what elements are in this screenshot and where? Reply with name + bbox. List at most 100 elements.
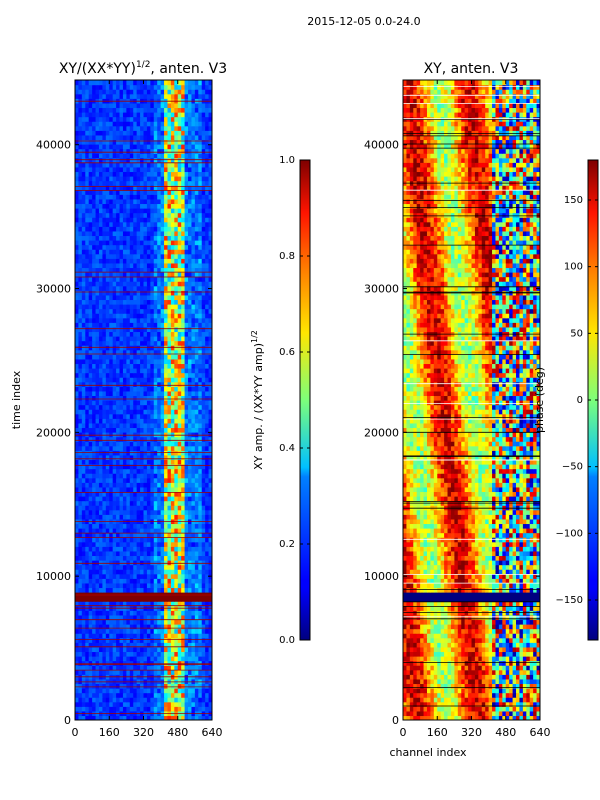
amplitude-cell <box>136 555 141 561</box>
amplitude-cell <box>92 203 97 209</box>
amplitude-cell <box>78 436 83 442</box>
amplitude-cell <box>78 171 83 177</box>
amplitude-cell <box>205 153 210 159</box>
amplitude-cell <box>102 628 107 634</box>
amplitude-cell <box>140 651 145 657</box>
amplitude-cell <box>81 281 86 287</box>
amplitude-cell <box>102 532 107 538</box>
amplitude-cell <box>133 267 138 273</box>
amplitude-cell <box>174 395 179 401</box>
amplitude-cell <box>146 601 151 607</box>
amplitude-cell <box>194 528 199 534</box>
amplitude-cell <box>116 226 121 232</box>
amplitude-cell <box>164 550 169 557</box>
amplitude-cell <box>201 226 206 232</box>
amplitude-cell <box>119 432 124 438</box>
amplitude-cell <box>153 496 158 502</box>
amplitude-cell <box>109 313 114 319</box>
amplitude-cell <box>164 464 169 470</box>
amplitude-cell <box>119 637 124 643</box>
amplitude-cell <box>143 267 148 273</box>
amplitude-cell <box>160 166 165 173</box>
amplitude-cell <box>119 418 124 424</box>
amplitude-cell <box>78 445 83 451</box>
amplitude-cell <box>140 637 145 643</box>
amplitude-cell <box>198 381 203 387</box>
amplitude-cell <box>85 153 90 159</box>
amplitude-cell <box>167 262 172 269</box>
amplitude-cell <box>102 418 107 424</box>
amplitude-cell <box>98 610 103 616</box>
amplitude-cell <box>136 454 141 461</box>
amplitude-cell <box>140 445 145 451</box>
amplitude-cell <box>160 537 165 543</box>
amplitude-cell <box>177 212 182 218</box>
amplitude-cell <box>95 226 100 232</box>
amplitude-cell <box>102 203 107 209</box>
amplitude-cell <box>157 226 162 232</box>
amplitude-cell <box>167 381 172 387</box>
amplitude-cell <box>198 368 203 374</box>
amplitude-cell <box>191 624 196 630</box>
amplitude-cell <box>208 427 212 433</box>
amplitude-cell <box>177 372 182 378</box>
amplitude-cell <box>170 203 175 209</box>
amplitude-cell <box>167 377 172 383</box>
amplitude-cell <box>208 701 212 707</box>
amplitude-cell <box>78 272 83 278</box>
amplitude-cell <box>119 404 124 410</box>
amplitude-cell <box>98 372 103 378</box>
amplitude-cell <box>112 308 117 314</box>
amplitude-cell <box>116 701 121 707</box>
amplitude-cell <box>109 276 114 282</box>
amplitude-cell <box>157 235 162 241</box>
amplitude-cell <box>143 468 148 474</box>
amplitude-cell <box>205 409 210 415</box>
amplitude-cell <box>119 386 124 392</box>
amplitude-cell <box>133 482 138 488</box>
amplitude-cell <box>88 660 93 666</box>
amplitude-cell <box>105 313 110 319</box>
amplitude-cell <box>116 651 121 657</box>
amplitude-cell <box>116 614 121 621</box>
amplitude-cell <box>191 272 196 278</box>
amplitude-cell <box>133 701 138 707</box>
amplitude-cell <box>92 400 97 406</box>
amplitude-cell <box>129 162 134 168</box>
amplitude-cell <box>105 212 110 218</box>
amplitude-cell <box>191 514 196 520</box>
amplitude-cell <box>208 345 212 351</box>
amplitude-cell <box>201 198 206 205</box>
amplitude-cell <box>205 564 210 570</box>
amplitude-cell <box>194 368 199 374</box>
amplitude-cell <box>133 692 138 698</box>
amplitude-cell <box>198 669 203 675</box>
amplitude-cell <box>146 569 151 575</box>
amplitude-cell <box>133 285 138 291</box>
amplitude-cell <box>112 171 117 177</box>
amplitude-cell <box>164 477 169 483</box>
amplitude-cell <box>112 614 117 621</box>
amplitude-cell <box>122 651 127 657</box>
amplitude-cell <box>146 304 151 310</box>
amplitude-cell <box>181 491 186 497</box>
amplitude-cell <box>95 555 100 561</box>
amplitude-cell <box>164 459 169 465</box>
amplitude-cell <box>174 413 179 419</box>
amplitude-cell <box>140 409 145 415</box>
amplitude-cell <box>205 496 210 502</box>
amplitude-cell <box>136 459 141 465</box>
amplitude-cell <box>78 349 83 355</box>
amplitude-cell <box>191 541 196 547</box>
amplitude-cell <box>75 262 80 269</box>
amplitude-cell <box>153 148 158 154</box>
amplitude-cell <box>122 628 127 634</box>
amplitude-cell <box>170 514 175 520</box>
amplitude-cell <box>153 377 158 383</box>
amplitude-cell <box>119 166 124 173</box>
amplitude-cell <box>136 596 141 602</box>
amplitude-cell <box>208 176 212 182</box>
amplitude-cell <box>170 322 175 328</box>
amplitude-cell <box>205 276 210 282</box>
amplitude-cell <box>105 665 110 671</box>
